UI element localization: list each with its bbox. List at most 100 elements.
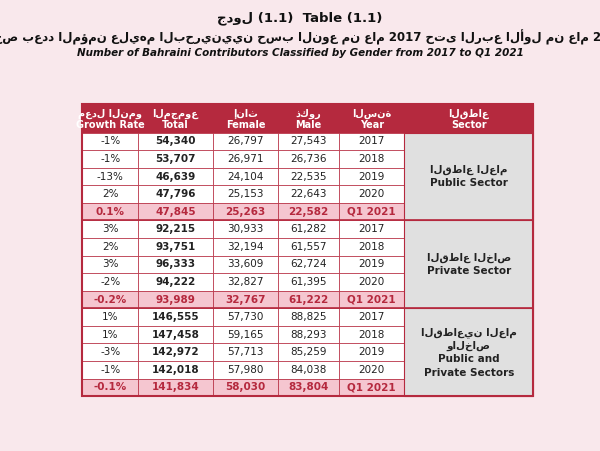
- Bar: [213, 273, 278, 291]
- Bar: [278, 221, 339, 238]
- Text: 22,535: 22,535: [290, 171, 327, 181]
- Text: 32,827: 32,827: [227, 277, 264, 287]
- Bar: [278, 273, 339, 291]
- Text: -1%: -1%: [100, 136, 120, 147]
- Bar: [278, 256, 339, 273]
- Bar: [278, 168, 339, 185]
- Text: Male: Male: [296, 120, 322, 130]
- Bar: [339, 168, 404, 185]
- Text: 58,030: 58,030: [226, 382, 266, 392]
- Text: 61,282: 61,282: [290, 224, 327, 234]
- Text: 61,557: 61,557: [290, 242, 327, 252]
- Text: 96,333: 96,333: [155, 259, 196, 269]
- Bar: [278, 133, 339, 150]
- Bar: [82, 256, 139, 273]
- Bar: [404, 308, 533, 396]
- Bar: [213, 361, 278, 378]
- Bar: [278, 150, 339, 168]
- Text: 26,797: 26,797: [227, 136, 264, 147]
- Bar: [278, 344, 339, 361]
- Bar: [213, 150, 278, 168]
- Bar: [339, 221, 404, 238]
- Text: 2019: 2019: [359, 347, 385, 357]
- Text: 33,609: 33,609: [227, 259, 263, 269]
- Text: 61,222: 61,222: [289, 295, 329, 304]
- Bar: [82, 105, 533, 396]
- Text: ملخص بعدد المؤمن عليهم البحرينيين حسب النوع من عام 2017 حتى الربع الأول من عام 2: ملخص بعدد المؤمن عليهم البحرينيين حسب ال…: [0, 29, 600, 45]
- Bar: [139, 326, 213, 344]
- Text: 88,293: 88,293: [290, 330, 327, 340]
- Bar: [213, 378, 278, 396]
- Text: 2%: 2%: [102, 189, 118, 199]
- Bar: [213, 256, 278, 273]
- Text: 24,104: 24,104: [227, 171, 263, 181]
- Text: 61,395: 61,395: [290, 277, 327, 287]
- Bar: [278, 291, 339, 308]
- Bar: [139, 378, 213, 396]
- Bar: [82, 168, 139, 185]
- Text: -13%: -13%: [97, 171, 124, 181]
- Text: 2017: 2017: [359, 312, 385, 322]
- Text: المجموع: المجموع: [152, 109, 199, 120]
- Bar: [82, 291, 139, 308]
- Bar: [139, 185, 213, 203]
- Text: 46,639: 46,639: [155, 171, 196, 181]
- Bar: [339, 256, 404, 273]
- Bar: [339, 133, 404, 150]
- Text: 47,796: 47,796: [155, 189, 196, 199]
- Bar: [213, 133, 278, 150]
- Text: القطاع: القطاع: [448, 109, 489, 120]
- Bar: [82, 308, 139, 326]
- Bar: [139, 291, 213, 308]
- Bar: [82, 238, 139, 256]
- Bar: [339, 185, 404, 203]
- Text: Sector: Sector: [451, 120, 487, 130]
- Bar: [213, 105, 278, 133]
- Text: -1%: -1%: [100, 154, 120, 164]
- Text: 57,980: 57,980: [227, 365, 263, 375]
- Bar: [139, 168, 213, 185]
- Bar: [82, 221, 139, 238]
- Text: Q1 2021: Q1 2021: [347, 295, 396, 304]
- Text: 0.1%: 0.1%: [95, 207, 125, 216]
- Bar: [82, 133, 139, 150]
- Bar: [82, 378, 139, 396]
- Text: 84,038: 84,038: [290, 365, 327, 375]
- Text: 3%: 3%: [102, 224, 118, 234]
- Text: 2019: 2019: [359, 259, 385, 269]
- Bar: [339, 378, 404, 396]
- Text: 59,165: 59,165: [227, 330, 264, 340]
- Text: 53,707: 53,707: [155, 154, 196, 164]
- Text: 1%: 1%: [102, 330, 118, 340]
- Text: 2%: 2%: [102, 242, 118, 252]
- Bar: [278, 326, 339, 344]
- Bar: [82, 150, 139, 168]
- Bar: [339, 203, 404, 221]
- Text: -1%: -1%: [100, 365, 120, 375]
- Bar: [82, 344, 139, 361]
- Bar: [213, 326, 278, 344]
- Bar: [339, 105, 404, 133]
- Text: 2018: 2018: [359, 242, 385, 252]
- Bar: [278, 308, 339, 326]
- Bar: [213, 203, 278, 221]
- Text: جدول (1.1)  Table (1.1): جدول (1.1) Table (1.1): [217, 11, 383, 25]
- Text: 62,724: 62,724: [290, 259, 327, 269]
- Text: 27,543: 27,543: [290, 136, 327, 147]
- Text: 1%: 1%: [102, 312, 118, 322]
- Text: 146,555: 146,555: [152, 312, 199, 322]
- Bar: [139, 344, 213, 361]
- Bar: [278, 105, 339, 133]
- Text: 141,834: 141,834: [152, 382, 199, 392]
- Bar: [82, 203, 139, 221]
- Text: 22,582: 22,582: [289, 207, 329, 216]
- Bar: [82, 273, 139, 291]
- Text: 2017: 2017: [359, 224, 385, 234]
- Text: Q1 2021: Q1 2021: [347, 207, 396, 216]
- Bar: [404, 133, 533, 221]
- Text: Total: Total: [162, 120, 189, 130]
- Bar: [139, 221, 213, 238]
- Text: 54,340: 54,340: [155, 136, 196, 147]
- Text: 85,259: 85,259: [290, 347, 327, 357]
- Bar: [339, 273, 404, 291]
